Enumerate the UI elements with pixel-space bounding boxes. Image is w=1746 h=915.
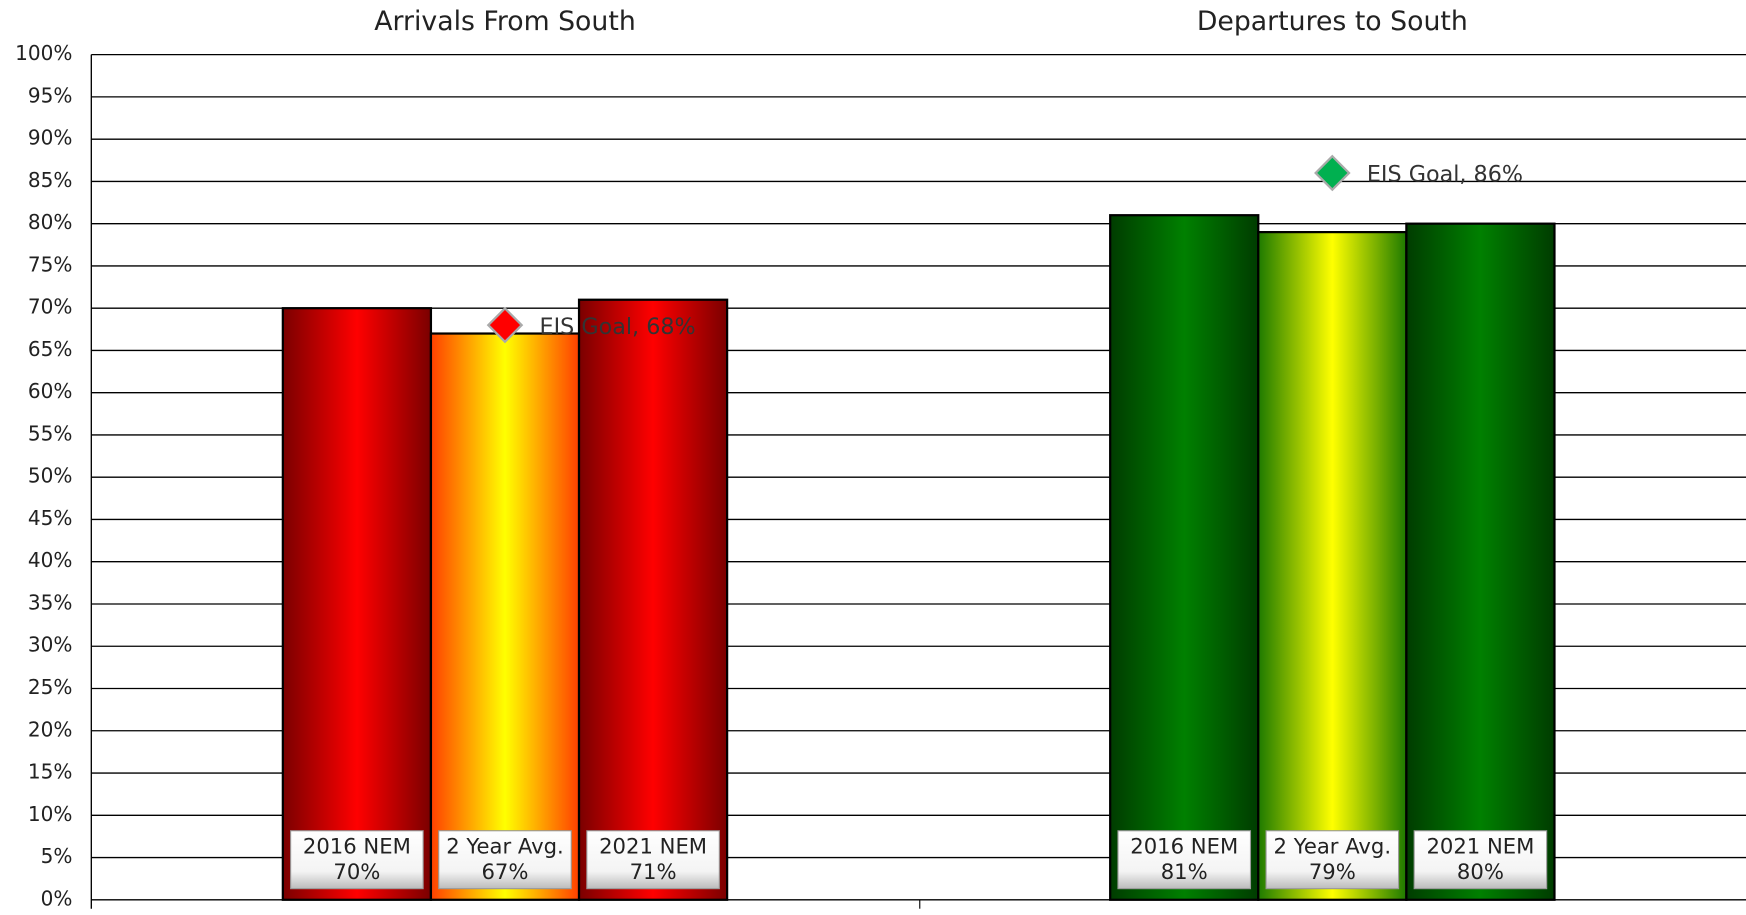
y-tick-label: 35% (28, 590, 73, 614)
data-label-name: 2016 NEM (303, 833, 411, 858)
data-label-name: 2016 NEM (1130, 833, 1238, 858)
y-tick-label: 100% (15, 41, 72, 65)
data-label-name: 2 Year Avg. (446, 833, 564, 858)
data-label-box (438, 830, 572, 890)
bar (1257, 231, 1408, 901)
data-label-box (1413, 830, 1548, 890)
y-tick-label: 65% (28, 337, 73, 361)
data-label-box (1117, 830, 1252, 890)
y-tick-label: 0% (41, 886, 73, 910)
y-tick-label: 75% (28, 252, 73, 276)
goal-marker (486, 306, 524, 344)
data-label-box (586, 830, 720, 890)
y-tick-label: 40% (28, 548, 73, 572)
data-label-box (290, 830, 424, 890)
y-tick-label: 45% (28, 506, 73, 530)
category-title: Arrivals From South (374, 6, 636, 37)
data-label: 80% (1457, 859, 1504, 884)
goal-label: EIS Goal, 68% (540, 314, 696, 340)
y-tick-label: 55% (28, 421, 73, 445)
bar (1109, 214, 1260, 901)
y-tick-label: 80% (28, 210, 73, 234)
y-tick-label: 85% (28, 168, 73, 192)
y-tick-label: 50% (28, 464, 73, 488)
y-tick-label: 20% (28, 717, 73, 741)
bar (281, 307, 433, 901)
data-label-name: 2021 NEM (1426, 833, 1534, 858)
y-tick-label: 95% (28, 83, 73, 107)
bar (577, 298, 729, 901)
y-tick-label: 10% (28, 802, 73, 826)
bar (1405, 222, 1556, 901)
y-tick-label: 70% (28, 295, 73, 319)
goal-label: EIS Goal, 86% (1367, 162, 1523, 188)
data-label-name: 2021 NEM (599, 833, 707, 858)
data-label: 71% (630, 859, 677, 884)
y-tick-label: 5% (41, 844, 73, 868)
y-tick-label: 60% (28, 379, 73, 403)
data-label-name: 2 Year Avg. (1274, 833, 1392, 858)
bar (429, 332, 581, 901)
data-label: 67% (481, 859, 528, 884)
category-title: Departures to South (1197, 6, 1468, 37)
data-label: 81% (1161, 859, 1208, 884)
y-tick-label: 15% (28, 760, 73, 784)
data-label-box (1265, 830, 1400, 890)
goal-marker (1314, 154, 1351, 192)
data-label: 70% (333, 859, 380, 884)
data-label: 79% (1309, 859, 1356, 884)
y-tick-label: 25% (28, 675, 73, 699)
y-tick-label: 90% (28, 126, 73, 150)
y-tick-label: 30% (28, 633, 73, 657)
